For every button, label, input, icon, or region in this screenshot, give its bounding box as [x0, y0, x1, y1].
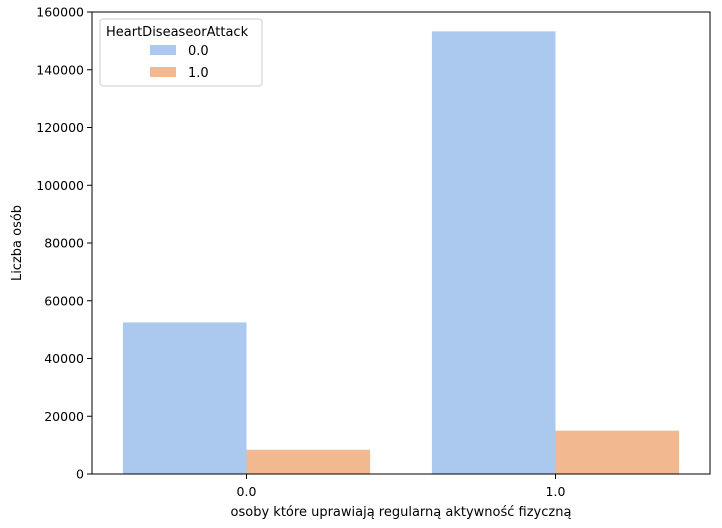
bar-0.0-series-1.0 — [246, 449, 371, 474]
legend-label-1: 1.0 — [188, 66, 209, 81]
y-tick-label: 120000 — [36, 120, 84, 135]
y-tick-label: 0 — [76, 467, 84, 482]
y-tick-label: 60000 — [44, 293, 84, 308]
legend-label-0: 0.0 — [188, 44, 209, 59]
legend-swatch-1 — [150, 67, 176, 77]
legend-swatch-0 — [150, 45, 176, 55]
x-axis-ticks: 0.0 1.0 — [237, 474, 566, 499]
y-tick-label: 160000 — [36, 5, 84, 20]
legend-frame — [99, 18, 263, 87]
bar-1.0-series-0.0 — [431, 31, 556, 474]
y-axis-label: Liczba osób — [10, 205, 25, 281]
bar-0.0-series-0.0 — [122, 322, 247, 474]
y-tick-label: 80000 — [44, 236, 84, 251]
y-tick-label: 100000 — [36, 178, 84, 193]
bars-group — [122, 31, 680, 474]
x-axis-label: osoby które uprawiają regularną aktywnoś… — [231, 505, 572, 520]
x-tick-label: 1.0 — [546, 484, 566, 499]
y-tick-label: 140000 — [36, 62, 84, 77]
bar-1.0-series-1.0 — [555, 430, 680, 474]
legend: HeartDiseaseorAttack 0.0 1.0 — [99, 18, 263, 87]
y-tick-label: 40000 — [44, 351, 84, 366]
x-tick-label: 0.0 — [237, 484, 257, 499]
y-tick-label: 20000 — [44, 409, 84, 424]
legend-title: HeartDiseaseorAttack — [106, 25, 249, 40]
y-axis-ticks: 0 20000 40000 60000 80000 100000 120000 140000 1… — [36, 5, 92, 482]
plot-frame — [91, 11, 711, 475]
